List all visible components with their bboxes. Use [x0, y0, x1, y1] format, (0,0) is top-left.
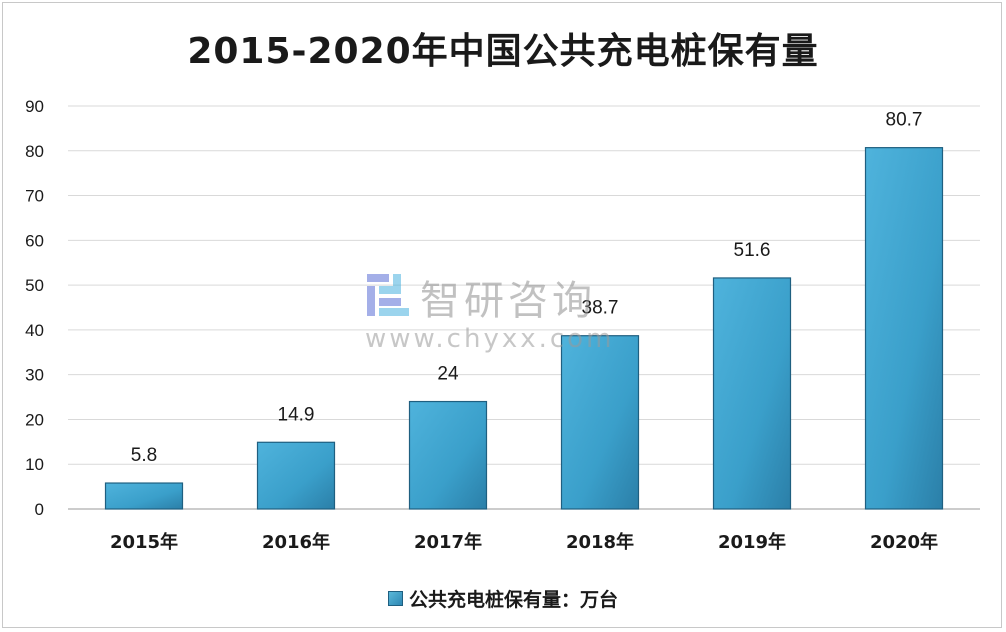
- y-tick-label: 50: [25, 276, 44, 295]
- y-tick-label: 30: [25, 366, 44, 385]
- bars: [104, 147, 944, 510]
- bar: [560, 335, 640, 510]
- y-tick-label: 20: [25, 410, 44, 429]
- y-tick-label: 70: [25, 187, 44, 206]
- y-tick-label: 60: [25, 231, 44, 250]
- x-tick-label: 2018年: [566, 531, 634, 553]
- legend-label: 公共充电桩保有量：万台: [408, 589, 618, 611]
- y-tick-label: 40: [25, 321, 44, 340]
- bar: [256, 441, 336, 510]
- bar: [712, 277, 792, 510]
- data-label: 24: [437, 364, 459, 385]
- y-tick-label: 80: [25, 142, 44, 161]
- y-axis: 0 10 20 30 40 50 60 70 80 90: [25, 97, 44, 519]
- x-tick-label: 2020年: [870, 531, 938, 553]
- bar: [864, 147, 944, 510]
- data-label: 51.6: [734, 240, 771, 261]
- data-label: 38.7: [582, 298, 619, 319]
- legend-swatch: [387, 591, 403, 606]
- chart-title: 2015-2020年中国公共充电桩保有量: [187, 31, 819, 72]
- x-tick-label: 2015年: [110, 531, 178, 553]
- data-label: 5.8: [131, 445, 157, 466]
- data-labels: 5.8 14.9 24 38.7 51.6 80.7: [131, 110, 923, 466]
- gridlines: [68, 105, 980, 510]
- y-tick-label: 0: [35, 500, 44, 519]
- x-tick-label: 2017年: [414, 531, 482, 553]
- bar: [104, 482, 184, 510]
- x-axis: 2015年 2016年 2017年 2018年 2019年 2020年: [110, 531, 938, 553]
- legend: 公共充电桩保有量：万台: [0, 585, 1006, 612]
- data-label: 80.7: [886, 110, 923, 131]
- x-tick-label: 2019年: [718, 531, 786, 553]
- bar: [408, 400, 488, 510]
- data-label: 14.9: [278, 404, 315, 425]
- y-tick-label: 10: [25, 455, 44, 474]
- x-tick-label: 2016年: [262, 531, 330, 553]
- y-tick-label: 90: [25, 97, 44, 116]
